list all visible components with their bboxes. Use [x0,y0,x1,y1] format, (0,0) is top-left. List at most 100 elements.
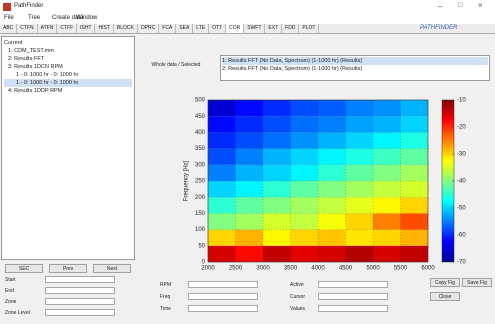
colorbar-tick-label: -30 [457,152,466,158]
menu-item[interactable]: Window [76,15,97,21]
input-field[interactable] [188,305,258,312]
heatmap-cell [208,100,236,116]
minimize-button[interactable]: – [438,2,442,11]
heatmap-cell [263,149,291,165]
input-field[interactable] [318,281,388,288]
tree-item[interactable]: 3: Results 1DCN RPM [4,63,132,71]
heatmap-cell [236,100,264,116]
tab[interactable]: ATFN [38,24,58,33]
tab[interactable]: FCA [159,24,176,33]
heatmap-cell [346,181,374,197]
input-field[interactable] [45,309,115,316]
input-field[interactable] [188,281,258,288]
heatmap-cell [318,181,346,197]
input-field[interactable] [45,287,115,294]
colorbar-tick-label: -70 [457,260,466,266]
heatmap-cell [263,100,291,116]
tab[interactable]: BLOCK [114,24,138,33]
selection-label: Whole data / Selected [140,62,212,68]
heatmap-cell [291,213,319,229]
y-tick-label: 350 [195,146,206,152]
input-field[interactable] [188,293,258,300]
colorbar-tick-label: -20 [457,125,466,131]
button[interactable]: SEC [5,264,43,273]
tab[interactable]: CTFF [57,24,77,33]
app-window: { "window": {"title": "PathFinder"}, "me… [0,0,495,324]
tree-item[interactable]: 1 - 0: 1000 hr - 0: 1000 hr [4,79,132,87]
x-tick-label: 5000 [366,266,380,272]
x-tick-label: 2000 [201,266,215,272]
heatmap-cell [208,116,236,132]
menu-item[interactable]: File [4,15,14,21]
heatmap-cell [373,213,401,229]
input-field[interactable] [45,276,115,283]
tab[interactable]: SEA [176,24,193,33]
heatmap-cell [401,197,429,213]
tree-item[interactable]: Current [4,39,132,47]
close-button[interactable]: × [478,1,483,10]
heatmap-cell [236,181,264,197]
menu-item[interactable]: Tree [28,15,40,21]
tab[interactable]: PLOT [299,24,319,33]
tab[interactable]: ISHT [77,24,95,33]
heatmap-cell [318,246,346,262]
button[interactable]: Save Fig [462,278,492,287]
heatmap-cell [373,230,401,246]
tab[interactable]: SWFT [244,24,265,33]
colorbar-tick-label: -40 [457,179,466,185]
field-label: Freq [160,294,170,300]
tree-item[interactable]: 4: Results 1DDP RPM [4,87,132,95]
button[interactable]: Prev [49,264,87,273]
heatmap-cell [291,116,319,132]
button[interactable]: Close [430,292,460,301]
field-label: RPM [160,282,171,288]
heatmap-cell [346,197,374,213]
tree-panel: Current1: CDM_TEST.mm2: Results FFT3: Re… [1,36,135,260]
heatmap-cell [291,246,319,262]
list-item[interactable]: 2: Results FFT (No Data, Spectrum) (1-10… [222,65,488,73]
input-field[interactable] [318,305,388,312]
tab[interactable]: OTT [209,24,226,33]
heatmap-cell [236,197,264,213]
tab[interactable]: ABC [0,24,17,33]
input-field[interactable] [318,293,388,300]
heatmap-cell [291,230,319,246]
tab[interactable]: EXT [265,24,282,33]
heatmap-cell [263,132,291,148]
button[interactable]: Next [93,264,131,273]
tab[interactable]: CTFN [17,24,37,33]
heatmap-cell [263,116,291,132]
tab[interactable]: FDD [282,24,299,33]
heatmap-cell [208,181,236,197]
button[interactable]: Copy Fig [430,278,460,287]
tab[interactable]: OPRC [138,24,159,33]
heatmap-cell [346,132,374,148]
heatmap-cell [291,165,319,181]
list-item[interactable]: 1: Results FFT (No Data, Spectrum) (1-10… [222,57,488,65]
field-label: Start [5,277,16,283]
y-tick-label: 100 [195,227,206,233]
tab[interactable]: LTE [193,24,209,33]
heatmap-cell [346,213,374,229]
heatmap-cell [373,197,401,213]
heatmap-cell [263,181,291,197]
heatmap-cell [318,132,346,148]
maximize-button[interactable]: □ [458,2,462,9]
x-tick-label: 3000 [256,266,270,272]
tab[interactable]: COR [226,24,244,33]
title-bar: PathFinder – □ × [0,0,495,14]
heatmap-cell [208,246,236,262]
tab[interactable]: HIST [95,24,113,33]
input-field[interactable] [45,298,115,305]
heatmap-cell [346,230,374,246]
heatmap-cell [291,149,319,165]
heatmap-cell [401,230,429,246]
tree-item[interactable]: 2: Results FFT [4,55,132,63]
tree-item[interactable]: 1 - 0: 1000 hr - 0: 1000 hr [4,71,132,79]
heatmap-cell [263,230,291,246]
y-tick-label: 300 [195,162,206,168]
heatmap-cell [318,165,346,181]
x-tick-label: 6000 [421,266,435,272]
tree-item[interactable]: 1: CDM_TEST.mm [4,47,132,55]
